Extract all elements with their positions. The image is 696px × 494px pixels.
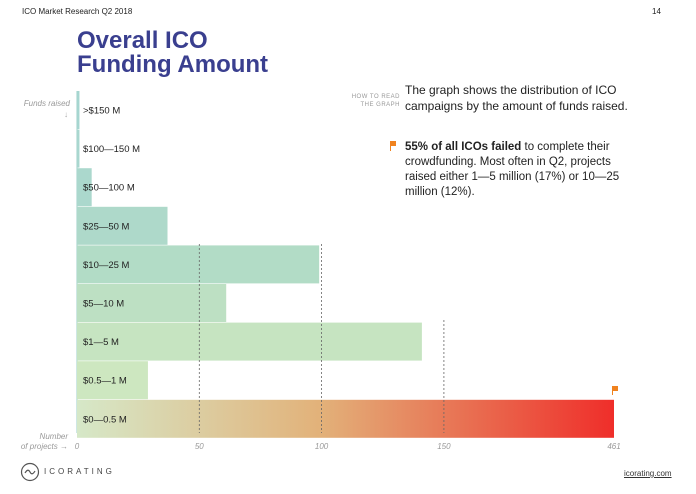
category-label-8: $0—0.5 M [83,414,127,425]
category-label-1: $100—150 M [83,144,140,155]
failed-flag-pole [612,386,613,395]
bar-3 [77,206,168,245]
bar-1 [77,129,80,168]
x-tick-label-50: 50 [195,442,204,451]
failed-flag-icon [613,386,618,391]
key-finding: 55% of all ICOs failed to complete their… [405,140,645,200]
page-title: Overall ICO Funding Amount [77,29,268,77]
category-label-0: >$150 M [83,106,120,117]
x-axis-title-line2: of projects → [20,442,68,451]
category-label-4: $10—25 M [83,260,130,271]
y-axis-title: Funds raised [23,99,70,108]
category-label-6: $1—5 M [83,337,119,348]
how-to-read-label: HOW TO READ THE GRAPH [336,93,400,109]
bar-7 [77,361,148,400]
key-finding-bold: 55% of all ICOs failed [405,141,522,153]
down-arrow-icon: ↓ [64,110,68,119]
x-tick-label-0: 0 [75,442,80,451]
footer-link[interactable]: icorating.com [624,469,672,478]
how-to-read-line1: HOW TO READ [351,94,400,100]
category-label-7: $0.5—1 M [83,376,127,387]
category-label-2: $50—100 M [83,183,135,194]
page-title-line1: Overall ICO [77,27,208,54]
x-tick-label-461: 461 [607,442,620,451]
category-label-5: $5—10 M [83,299,124,310]
bar-4 [77,245,320,284]
bar-8 [77,399,614,438]
how-to-read-line2: THE GRAPH [360,102,400,108]
page-number: 14 [652,7,661,16]
x-tick-label-150: 150 [437,442,451,451]
flag-icon [390,141,396,151]
graph-description: The graph shows the distribution of ICO … [405,83,628,113]
x-axis-title-line1: Number [39,432,68,441]
bar-0 [77,91,80,129]
x-axis-title: Number of projects → [10,432,68,452]
bar-6 [77,322,422,361]
category-label-3: $25—50 M [83,221,130,232]
icorating-logo-icon [20,462,40,482]
footer-brand: ICORATING [44,467,115,476]
key-finding-text: to complete their crowdfunding. Most oft… [405,141,620,198]
page-title-line2: Funding Amount [77,51,269,78]
x-tick-label-100: 100 [315,442,329,451]
bar-2 [77,168,92,207]
report-title: ICO Market Research Q2 2018 [22,7,133,16]
bar-5 [77,284,227,322]
